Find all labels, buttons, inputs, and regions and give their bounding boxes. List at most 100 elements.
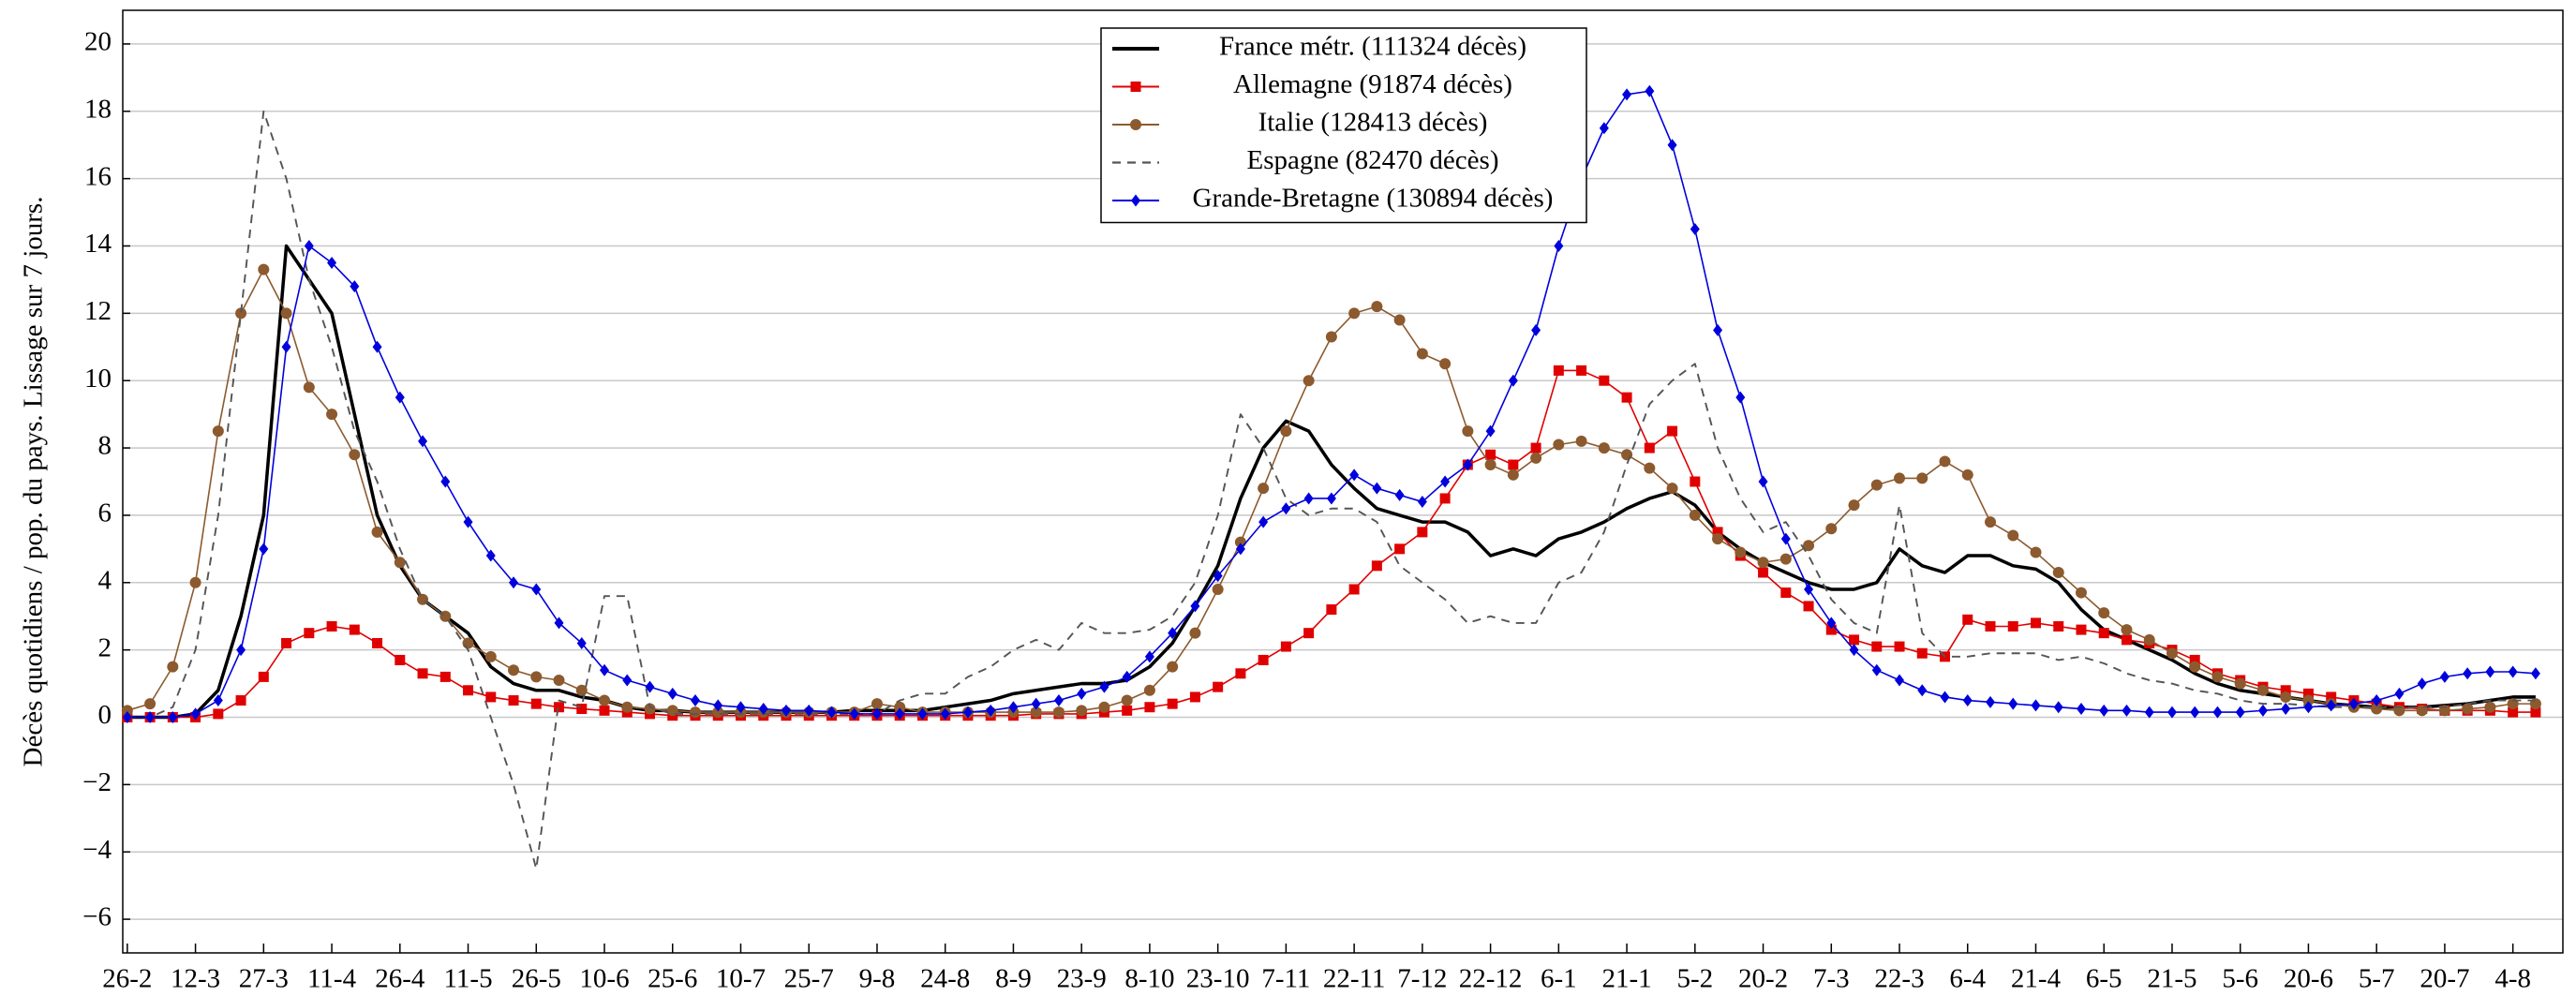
- legend-label: Espagne (82470 décès): [1247, 145, 1499, 175]
- series-marker: [1713, 323, 1723, 336]
- series-marker: [1779, 553, 1792, 565]
- legend-label: Italie (128413 décès): [1258, 108, 1488, 138]
- x-tick-label: 8-10: [1124, 964, 1174, 994]
- y-tick-label: −6: [82, 902, 112, 932]
- legend-label: Allemagne (91874 décès): [1233, 69, 1512, 99]
- series-marker: [1644, 442, 1655, 453]
- series-marker: [1735, 391, 1746, 404]
- series-marker: [1690, 476, 1701, 487]
- series-marker: [235, 695, 246, 706]
- series-marker: [2121, 624, 2133, 636]
- series-marker: [1417, 527, 1428, 538]
- series-marker: [304, 628, 315, 639]
- series-marker: [1144, 650, 1154, 663]
- series-marker: [645, 680, 655, 693]
- series-marker: [621, 701, 633, 713]
- series-marker: [1961, 468, 1973, 481]
- series-line: [127, 244, 2536, 720]
- series-marker: [2030, 617, 2041, 629]
- series-marker: [462, 637, 474, 649]
- x-tick-label: 23-9: [1057, 964, 1107, 994]
- series-marker: [1894, 641, 1905, 652]
- y-axis-label: Décès quotidiens / pop. du pays. Lissage…: [19, 197, 49, 767]
- series-marker: [2167, 706, 2177, 719]
- series-marker: [258, 263, 270, 275]
- series-marker: [2372, 694, 2382, 707]
- series-marker: [1258, 515, 1269, 528]
- x-tick-label: 26-5: [512, 964, 561, 994]
- series-marker: [2302, 688, 2314, 699]
- series-marker: [2099, 704, 2109, 717]
- series-marker: [2326, 691, 2337, 703]
- series-marker: [327, 256, 337, 269]
- series-marker: [1826, 617, 1837, 630]
- series-marker: [1712, 527, 1723, 538]
- series-marker: [509, 576, 519, 589]
- series-marker: [303, 381, 315, 394]
- x-tick-label: 6-4: [1949, 964, 1986, 994]
- series-marker: [1076, 705, 1088, 717]
- series-marker: [1598, 442, 1610, 454]
- series-marker: [2281, 703, 2291, 716]
- series-marker: [1213, 570, 1223, 583]
- y-tick-label: 20: [84, 27, 112, 57]
- x-tick-label: 5-6: [2222, 964, 2258, 994]
- series-marker: [1168, 627, 1178, 640]
- series-marker: [531, 583, 542, 596]
- series-marker: [2485, 665, 2495, 678]
- x-tick-label: 22-11: [1323, 964, 1386, 994]
- series-marker: [1122, 705, 1133, 716]
- legend-marker: [1131, 194, 1140, 207]
- x-tick-label: 27-3: [239, 964, 289, 994]
- series-marker: [2462, 703, 2474, 715]
- series-marker: [235, 307, 247, 320]
- series-marker: [2439, 670, 2449, 683]
- series-marker: [826, 706, 837, 719]
- series-marker: [1507, 468, 1519, 481]
- series-marker: [2052, 567, 2064, 579]
- series-marker: [1235, 543, 1245, 556]
- x-tick-label: 25-7: [784, 964, 834, 994]
- series-marker: [1144, 702, 1155, 713]
- series-marker: [599, 694, 611, 706]
- series-marker: [2508, 665, 2518, 678]
- series-marker: [1894, 472, 1906, 484]
- series-marker: [1281, 502, 1291, 515]
- series-marker: [1098, 701, 1110, 713]
- series-marker: [667, 687, 678, 700]
- series-marker: [1371, 301, 1383, 313]
- series-marker: [2076, 703, 2086, 716]
- series-marker: [1394, 488, 1405, 501]
- x-tick-label: 8-9: [995, 964, 1032, 994]
- series-marker: [280, 307, 292, 320]
- x-tick-label: 22-12: [1459, 964, 1523, 994]
- series-marker: [1167, 661, 1179, 673]
- series-marker: [1553, 364, 1564, 376]
- series-marker: [1645, 84, 1655, 97]
- series-marker: [554, 617, 564, 630]
- series-marker: [121, 705, 133, 717]
- series-marker: [690, 694, 700, 707]
- series-marker: [1462, 425, 1474, 438]
- series-marker: [1690, 223, 1700, 236]
- series-marker: [1621, 392, 1632, 403]
- series-marker: [1962, 614, 1973, 625]
- y-tick-label: 16: [84, 161, 112, 191]
- x-tick-label: 4-8: [2494, 964, 2531, 994]
- legend-label: France métr. (111324 décès): [1219, 32, 1526, 62]
- series-marker: [144, 698, 156, 710]
- series-marker: [236, 644, 246, 657]
- series-marker: [599, 705, 610, 716]
- series-marker: [2030, 546, 2042, 558]
- x-tick-label: 26-2: [102, 964, 152, 994]
- series-marker: [463, 515, 473, 528]
- series-marker: [1372, 482, 1382, 495]
- series-marker: [2098, 628, 2109, 639]
- x-tick-label: 21-5: [2147, 964, 2196, 994]
- series-marker: [1167, 698, 1178, 709]
- series-marker: [2075, 587, 2087, 599]
- series-marker: [1212, 583, 1224, 595]
- series-marker: [1189, 691, 1200, 703]
